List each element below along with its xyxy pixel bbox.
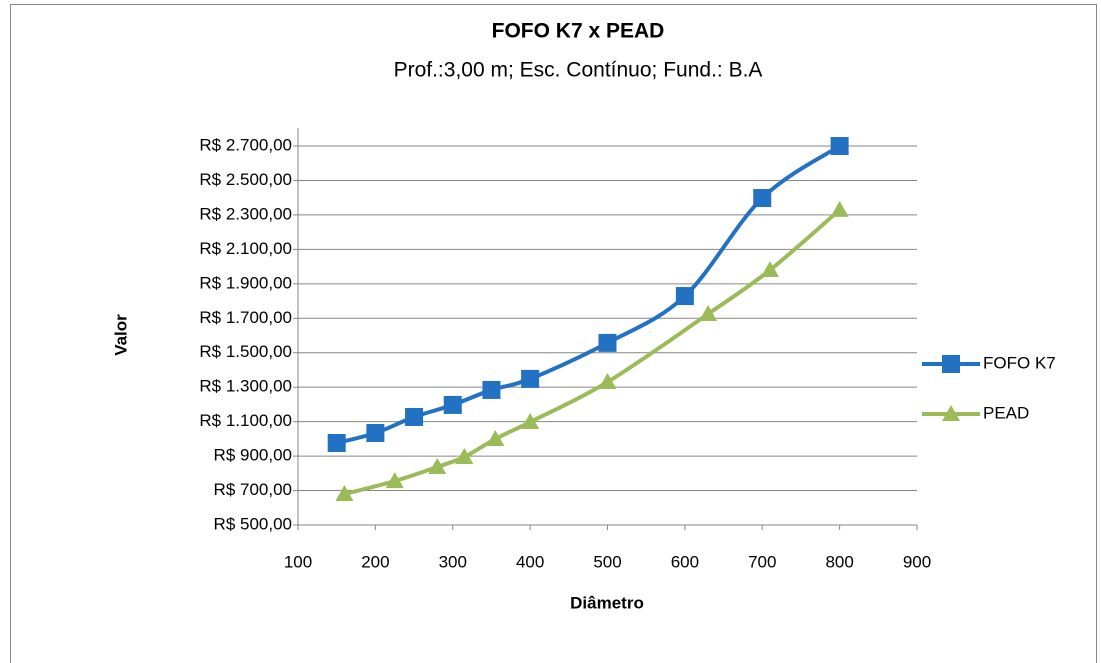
x-axis-label: Diâmetro — [570, 593, 644, 612]
legend-label: FOFO K7 — [983, 353, 1056, 372]
legend-marker — [942, 355, 960, 373]
y-tick-label: R$ 1.100,00 — [199, 411, 292, 430]
chart-title: FOFO K7 x PEAD — [492, 20, 665, 43]
marker — [675, 287, 694, 306]
marker — [455, 447, 474, 464]
y-tick-label: R$ 1.300,00 — [199, 377, 292, 396]
y-tick-label: R$ 2.100,00 — [199, 239, 292, 258]
marker — [405, 407, 424, 426]
marker — [482, 380, 501, 399]
legend-label: PEAD — [983, 403, 1029, 422]
marker — [486, 430, 505, 447]
x-tick-label: 900 — [903, 552, 931, 571]
x-tick-label: 100 — [284, 552, 312, 571]
y-tick-label: R$ 2.700,00 — [199, 135, 292, 154]
legend-marker — [942, 405, 960, 421]
y-tick-label: R$ 2.500,00 — [199, 170, 292, 189]
y-tick-label: R$ 900,00 — [214, 446, 292, 465]
marker — [521, 412, 540, 429]
marker — [521, 369, 540, 388]
y-axis-label: Valor — [111, 314, 130, 356]
y-tick-label: R$ 700,00 — [214, 480, 292, 499]
marker — [598, 333, 617, 352]
marker — [327, 433, 346, 452]
x-tick-label: 700 — [748, 552, 776, 571]
marker — [760, 261, 779, 278]
marker — [385, 472, 404, 489]
marker — [699, 304, 718, 321]
marker — [443, 395, 462, 414]
y-tick-label: R$ 500,00 — [214, 514, 292, 533]
x-tick-label: 800 — [825, 552, 853, 571]
marker — [830, 200, 849, 217]
x-tick-label: 600 — [671, 552, 699, 571]
y-tick-label: R$ 1.700,00 — [199, 308, 292, 327]
x-tick-label: 200 — [361, 552, 389, 571]
marker — [335, 484, 354, 501]
x-tick-label: 500 — [593, 552, 621, 571]
marker — [428, 457, 447, 474]
chart-subtitle: Prof.:3,00 m; Esc. Contínuo; Fund.: B.A — [394, 59, 763, 82]
x-tick-label: 300 — [439, 552, 467, 571]
y-tick-label: R$ 2.300,00 — [199, 204, 292, 223]
y-tick-label: R$ 1.900,00 — [199, 273, 292, 292]
marker — [830, 137, 849, 155]
x-tick-label: 400 — [516, 552, 544, 571]
marker — [598, 373, 617, 390]
marker — [753, 189, 772, 208]
chart-border — [10, 4, 1097, 663]
y-tick-label: R$ 1.500,00 — [199, 342, 292, 361]
marker — [366, 424, 385, 443]
